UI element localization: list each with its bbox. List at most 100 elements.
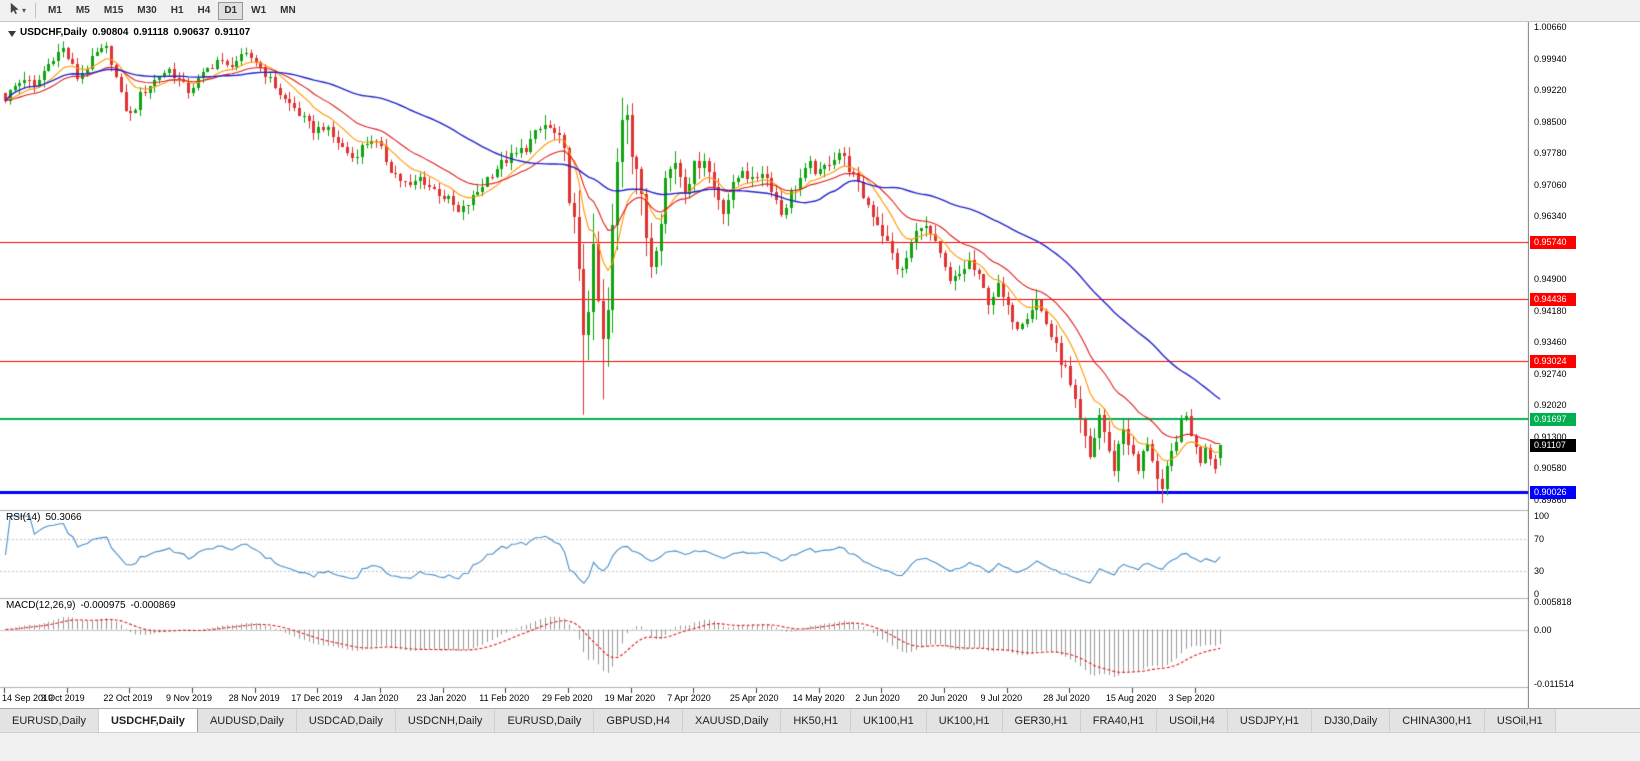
chart-title: USDCHF,Daily 0.90804 0.91118 0.90637 0.91107 bbox=[20, 27, 255, 38]
price-tick-label: 0.97780 bbox=[1534, 148, 1567, 159]
price-tick-label: 0.94900 bbox=[1534, 274, 1567, 285]
price-tick-label: 0.99940 bbox=[1534, 53, 1567, 64]
timeframe-buttons: M1 M5 M15 M30 H1 H4 D1 W1 MN bbox=[41, 1, 303, 20]
date-label: 25 Apr 2020 bbox=[729, 693, 779, 703]
chart-tab-audusd-daily[interactable]: AUDUSD,Daily bbox=[197, 709, 297, 732]
price-level-tag: 0.95740 bbox=[1530, 236, 1576, 250]
price-tick-label: 0.94180 bbox=[1534, 305, 1567, 316]
chart-tab-usoil-h1[interactable]: USOil,H1 bbox=[1484, 709, 1556, 732]
chart-window: USDCHF,Daily 0.90804 0.91118 0.90637 0.91107… bbox=[0, 22, 1640, 708]
chart-tab-usdchf-daily[interactable]: USDCHF,Daily bbox=[98, 709, 198, 732]
date-label: 3 Oct 2019 bbox=[40, 693, 85, 703]
date-label: 22 Oct 2019 bbox=[103, 693, 153, 703]
rsi-tick-label: 0 bbox=[1534, 589, 1540, 599]
chart-tab-eurusd-daily[interactable]: EURUSD,Daily bbox=[495, 709, 595, 732]
price-level-tag: 0.90026 bbox=[1530, 486, 1576, 500]
status-bar bbox=[0, 732, 1640, 761]
chart-tab-fra40-h1[interactable]: FRA40,H1 bbox=[1080, 709, 1158, 732]
price-tick-label: 1.00660 bbox=[1534, 22, 1567, 33]
timeframe-button-h1[interactable]: H1 bbox=[170, 5, 184, 16]
price-tick-label: 0.98500 bbox=[1534, 116, 1567, 127]
one-click-trading-icon[interactable] bbox=[8, 31, 16, 37]
chart-tab-xauusd-daily[interactable]: XAUUSD,Daily bbox=[682, 709, 782, 732]
timeframe-button-w1[interactable]: W1 bbox=[251, 5, 267, 16]
chart-tab-uk100-h1[interactable]: UK100,H1 bbox=[850, 709, 927, 732]
macd-indicator-label: MACD(12,26,9) -0.000975 -0.000869 bbox=[6, 600, 181, 611]
date-label: 19 Mar 2020 bbox=[604, 693, 656, 703]
macd-tick-label: 0.00 bbox=[1534, 624, 1552, 635]
chart-tab-uk100-h1[interactable]: UK100,H1 bbox=[926, 709, 1003, 732]
date-label: 14 May 2020 bbox=[792, 693, 845, 703]
ohlc-open: 0.90804 bbox=[92, 27, 129, 38]
date-label: 20 Jun 2020 bbox=[917, 693, 968, 703]
price-tick-label: 0.90580 bbox=[1534, 463, 1567, 474]
cursor-icon bbox=[8, 2, 21, 20]
date-axis[interactable]: 14 Sep 2019 3 Oct 2019 22 Oct 2019 9 Nov 20… bbox=[0, 688, 1528, 708]
macd-name: MACD(12,26,9) bbox=[6, 600, 76, 611]
date-label: 11 Feb 2020 bbox=[479, 693, 530, 703]
chart-tab-gbpusd-h4[interactable]: GBPUSD,H4 bbox=[594, 709, 683, 732]
rsi-value: 50.3066 bbox=[45, 512, 82, 523]
date-label: 28 Nov 2019 bbox=[228, 693, 280, 703]
chart-tab-usdcad-daily[interactable]: USDCAD,Daily bbox=[296, 709, 396, 732]
date-label: 9 Jul 2020 bbox=[980, 693, 1023, 703]
price-tick-label: 0.91300 bbox=[1534, 431, 1567, 442]
macd-value-signal: -0.000869 bbox=[130, 600, 176, 611]
price-level-tag: 0.91697 bbox=[1530, 413, 1576, 427]
chart-symbol-period: USDCHF,Daily bbox=[20, 27, 88, 38]
timeframe-button-m15[interactable]: M15 bbox=[103, 5, 124, 16]
price-tick-label: 0.93460 bbox=[1534, 337, 1567, 348]
timeframe-button-m5[interactable]: M5 bbox=[75, 5, 90, 16]
chart-tab-ger30-h1[interactable]: GER30,H1 bbox=[1002, 709, 1081, 732]
date-label: 4 Jan 2020 bbox=[353, 693, 399, 703]
price-tick-label: 0.92020 bbox=[1534, 400, 1567, 411]
date-label: 7 Apr 2020 bbox=[667, 693, 711, 703]
ohlc-high: 0.91118 bbox=[133, 27, 169, 38]
macd-tick-label: 0.005818 bbox=[1534, 597, 1572, 607]
chart-tab-usdcnh-daily[interactable]: USDCNH,Daily bbox=[395, 709, 496, 732]
date-label: 3 Sep 2020 bbox=[1168, 693, 1215, 703]
chart-tab-eurusd-daily[interactable]: EURUSD,Daily bbox=[0, 709, 99, 732]
price-level-tag: 0.91107 bbox=[1530, 438, 1576, 452]
price-tick-label: 0.97060 bbox=[1534, 179, 1567, 190]
rsi-tick-label: 30 bbox=[1534, 565, 1545, 576]
macd-tick-label: -0.011514 bbox=[1534, 679, 1574, 689]
macd-value-main: -0.000975 bbox=[80, 600, 126, 611]
timeframe-button-m30[interactable]: M30 bbox=[137, 5, 157, 16]
date-label: 29 Feb 2020 bbox=[541, 693, 593, 703]
chevron-down-icon: ▾ bbox=[22, 6, 27, 15]
rsi-name: RSI(14) bbox=[6, 512, 41, 523]
chart-tab-dj30-daily[interactable]: DJ30,Daily bbox=[1312, 709, 1391, 732]
top-toolbar: ▾ M1 M5 M15 M30 H1 H4 D1 W1 MN bbox=[0, 0, 1640, 22]
rsi-tick-label: 70 bbox=[1534, 534, 1545, 545]
price-tick-label: 0.92740 bbox=[1534, 368, 1567, 379]
date-label: 17 Dec 2019 bbox=[291, 693, 343, 703]
date-label: 9 Nov 2019 bbox=[165, 693, 213, 703]
price-tick-label: 0.99220 bbox=[1534, 85, 1567, 96]
price-tick-label: 0.96340 bbox=[1534, 211, 1567, 222]
price-level-tag: 0.94436 bbox=[1530, 293, 1576, 307]
date-label: 23 Jan 2020 bbox=[416, 693, 467, 703]
cursor-dropdown-button[interactable]: ▾ bbox=[4, 1, 30, 21]
chart-tab-usdjpy-h1[interactable]: USDJPY,H1 bbox=[1227, 709, 1313, 732]
date-label: 14 Sep 2019 bbox=[2, 693, 54, 703]
timeframe-button-d1[interactable]: D1 bbox=[218, 1, 244, 20]
chart-tab-bar: EURUSD,Daily USDCHF,Daily AUDUSD,Daily USDC… bbox=[0, 708, 1640, 732]
chart-canvas[interactable] bbox=[0, 22, 1640, 708]
chart-tab-hk50-h1[interactable]: HK50,H1 bbox=[781, 709, 851, 732]
chart-tab-china300-h1[interactable]: CHINA300,H1 bbox=[1390, 709, 1485, 732]
price-tick-label: 0.89860 bbox=[1534, 494, 1567, 505]
ohlc-close: 0.91107 bbox=[214, 27, 251, 38]
date-label: 15 Aug 2020 bbox=[1105, 693, 1157, 703]
toolbar-separator bbox=[35, 3, 37, 18]
rsi-tick-label: 100 bbox=[1534, 511, 1550, 521]
timeframe-button-m1[interactable]: M1 bbox=[48, 5, 62, 16]
timeframe-button-h4[interactable]: H4 bbox=[197, 5, 211, 16]
date-label: 28 Jul 2020 bbox=[1043, 693, 1090, 703]
price-axis[interactable]: 1.00660 0.99940 0.99220 0.98500 0.97780 0.970… bbox=[1529, 22, 1640, 708]
timeframe-button-mn[interactable]: MN bbox=[280, 5, 296, 16]
date-label: 2 Jun 2020 bbox=[855, 693, 900, 703]
price-level-tag: 0.93024 bbox=[1530, 355, 1576, 369]
chart-tab-usoil-h4[interactable]: USOil,H4 bbox=[1157, 709, 1228, 732]
